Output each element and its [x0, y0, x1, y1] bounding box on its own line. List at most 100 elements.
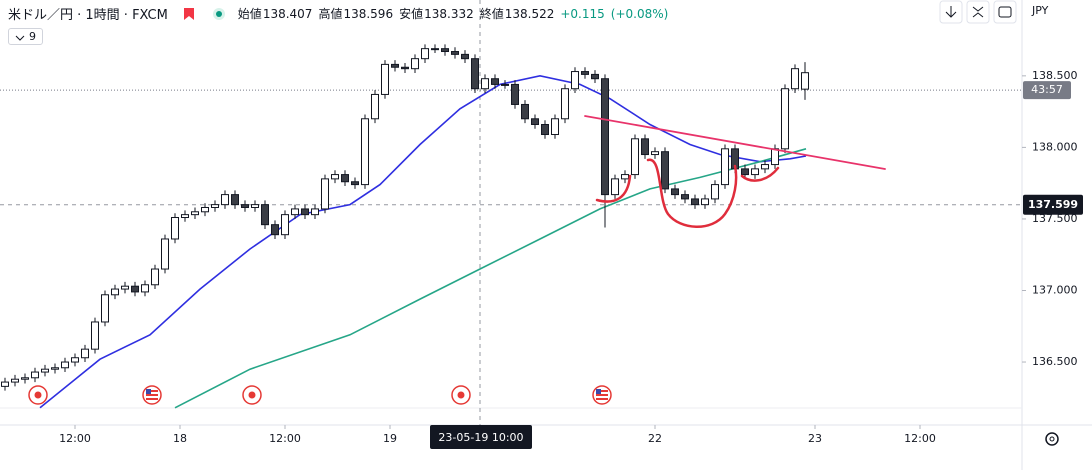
candle-body: [391, 63, 399, 68]
candle-body: [631, 138, 639, 176]
candle-body: [251, 204, 259, 208]
legend-header: 米ドル／円 · 1時間 · FXCM 始値138.407 高値138.596 安値1…: [8, 4, 674, 24]
candle-body: [201, 206, 209, 213]
currency[interactable]: JPY: [1032, 4, 1049, 17]
candle-body: [361, 118, 369, 186]
candle-body: [611, 178, 619, 196]
x-tick-label: 22: [648, 432, 662, 445]
plot-area: [0, 0, 1022, 425]
candle-body: [591, 73, 599, 80]
candle-body: [521, 103, 529, 120]
candle-body: [641, 138, 649, 156]
candle-body: [161, 238, 169, 270]
crosshair-price-box: [1023, 194, 1083, 215]
candle-body: [371, 93, 379, 120]
hand-drawn-curve: [740, 166, 780, 182]
candle-body: [501, 83, 509, 86]
candle-body: [671, 188, 679, 196]
candle-body: [11, 378, 19, 383]
candle-body: [751, 168, 759, 176]
candle-body: [141, 284, 149, 293]
candle-body: [581, 71, 589, 75]
candle-body: [281, 214, 289, 236]
event-icon: [28, 385, 48, 405]
candle-body: [211, 204, 219, 208]
candle-body: [311, 208, 319, 216]
market-status-icon[interactable]: [212, 7, 226, 21]
candle-body: [551, 118, 559, 136]
x-tick-label: 18: [173, 432, 187, 445]
candle-body: [691, 198, 699, 206]
candle-body: [711, 184, 719, 200]
candle-body: [331, 174, 339, 180]
candle-body: [421, 48, 429, 60]
indicator-count: 9: [29, 30, 36, 43]
ohlc-label: 始値: [237, 7, 262, 21]
candle-body: [381, 63, 389, 95]
indicators-toggle[interactable]: 9: [8, 28, 43, 45]
drawings: [584, 115, 886, 228]
ohlc-label: 終値: [479, 7, 504, 21]
candle-body: [571, 71, 579, 90]
event-icon: [451, 385, 471, 405]
chevron-icon: [15, 35, 25, 41]
hand-drawn-curve: [646, 158, 738, 228]
us-flag-icon: [592, 385, 612, 405]
candle-body: [481, 78, 489, 90]
candle-body: [771, 148, 779, 166]
change: +0.115: [560, 6, 605, 21]
candle-body: [511, 83, 519, 105]
candle-body: [71, 357, 79, 363]
ohlc-value: 138.407: [262, 7, 313, 21]
candle-body: [341, 174, 349, 183]
scroll-down-button[interactable]: [939, 0, 963, 24]
candle-body: [601, 78, 609, 196]
candle-body: [621, 174, 629, 180]
event-icons: [28, 385, 612, 405]
candle-body: [151, 268, 159, 286]
ohlc-value: 138.522: [504, 7, 555, 21]
y-tick-label: 137.000: [1032, 283, 1078, 296]
candle-body: [91, 321, 99, 350]
candle-body: [461, 53, 469, 60]
x-tick-label: 12:00: [59, 432, 91, 445]
candle-body: [301, 208, 309, 216]
candle-body: [661, 151, 669, 190]
price-line-label-box: [1023, 81, 1071, 100]
candle-body: [101, 294, 109, 323]
candle-body: [181, 214, 189, 219]
y-tick-label: 138.500: [1032, 69, 1078, 82]
candle-body: [171, 217, 179, 240]
candle-body: [471, 58, 479, 90]
y-tick-label: 137.500: [1032, 212, 1078, 225]
change-percent: (+0.08%): [610, 6, 669, 21]
ohlc-label: 安値: [399, 7, 424, 21]
maximize-button[interactable]: [993, 0, 1017, 24]
candle-body: [321, 178, 329, 210]
bookmark-icon[interactable]: [182, 7, 196, 21]
candle-body: [651, 151, 659, 156]
candle-body: [411, 58, 419, 70]
x-tick-label: 19: [383, 432, 397, 445]
candle-body: [561, 88, 569, 120]
candle-body: [351, 181, 359, 186]
candle-body: [291, 208, 299, 216]
candle-body: [31, 371, 39, 379]
candle-body: [111, 288, 119, 296]
candle-body: [491, 78, 499, 85]
candle-body: [781, 88, 789, 150]
symbol-title: 米ドル／円 · 1時間 · FXCM: [8, 8, 168, 23]
candle-body: [231, 194, 239, 206]
candle-body: [41, 368, 49, 373]
candle-body: [121, 285, 129, 290]
x-tick-label: 23: [808, 432, 822, 445]
collapse-button[interactable]: [966, 0, 990, 24]
candle-body: [451, 51, 459, 55]
price-line-label: 43:57: [1031, 83, 1063, 96]
settings-button[interactable]: [1045, 432, 1059, 446]
y-tick-label: 136.500: [1032, 355, 1078, 368]
candle-body: [241, 204, 249, 208]
x-tick-label: 12:00: [269, 432, 301, 445]
